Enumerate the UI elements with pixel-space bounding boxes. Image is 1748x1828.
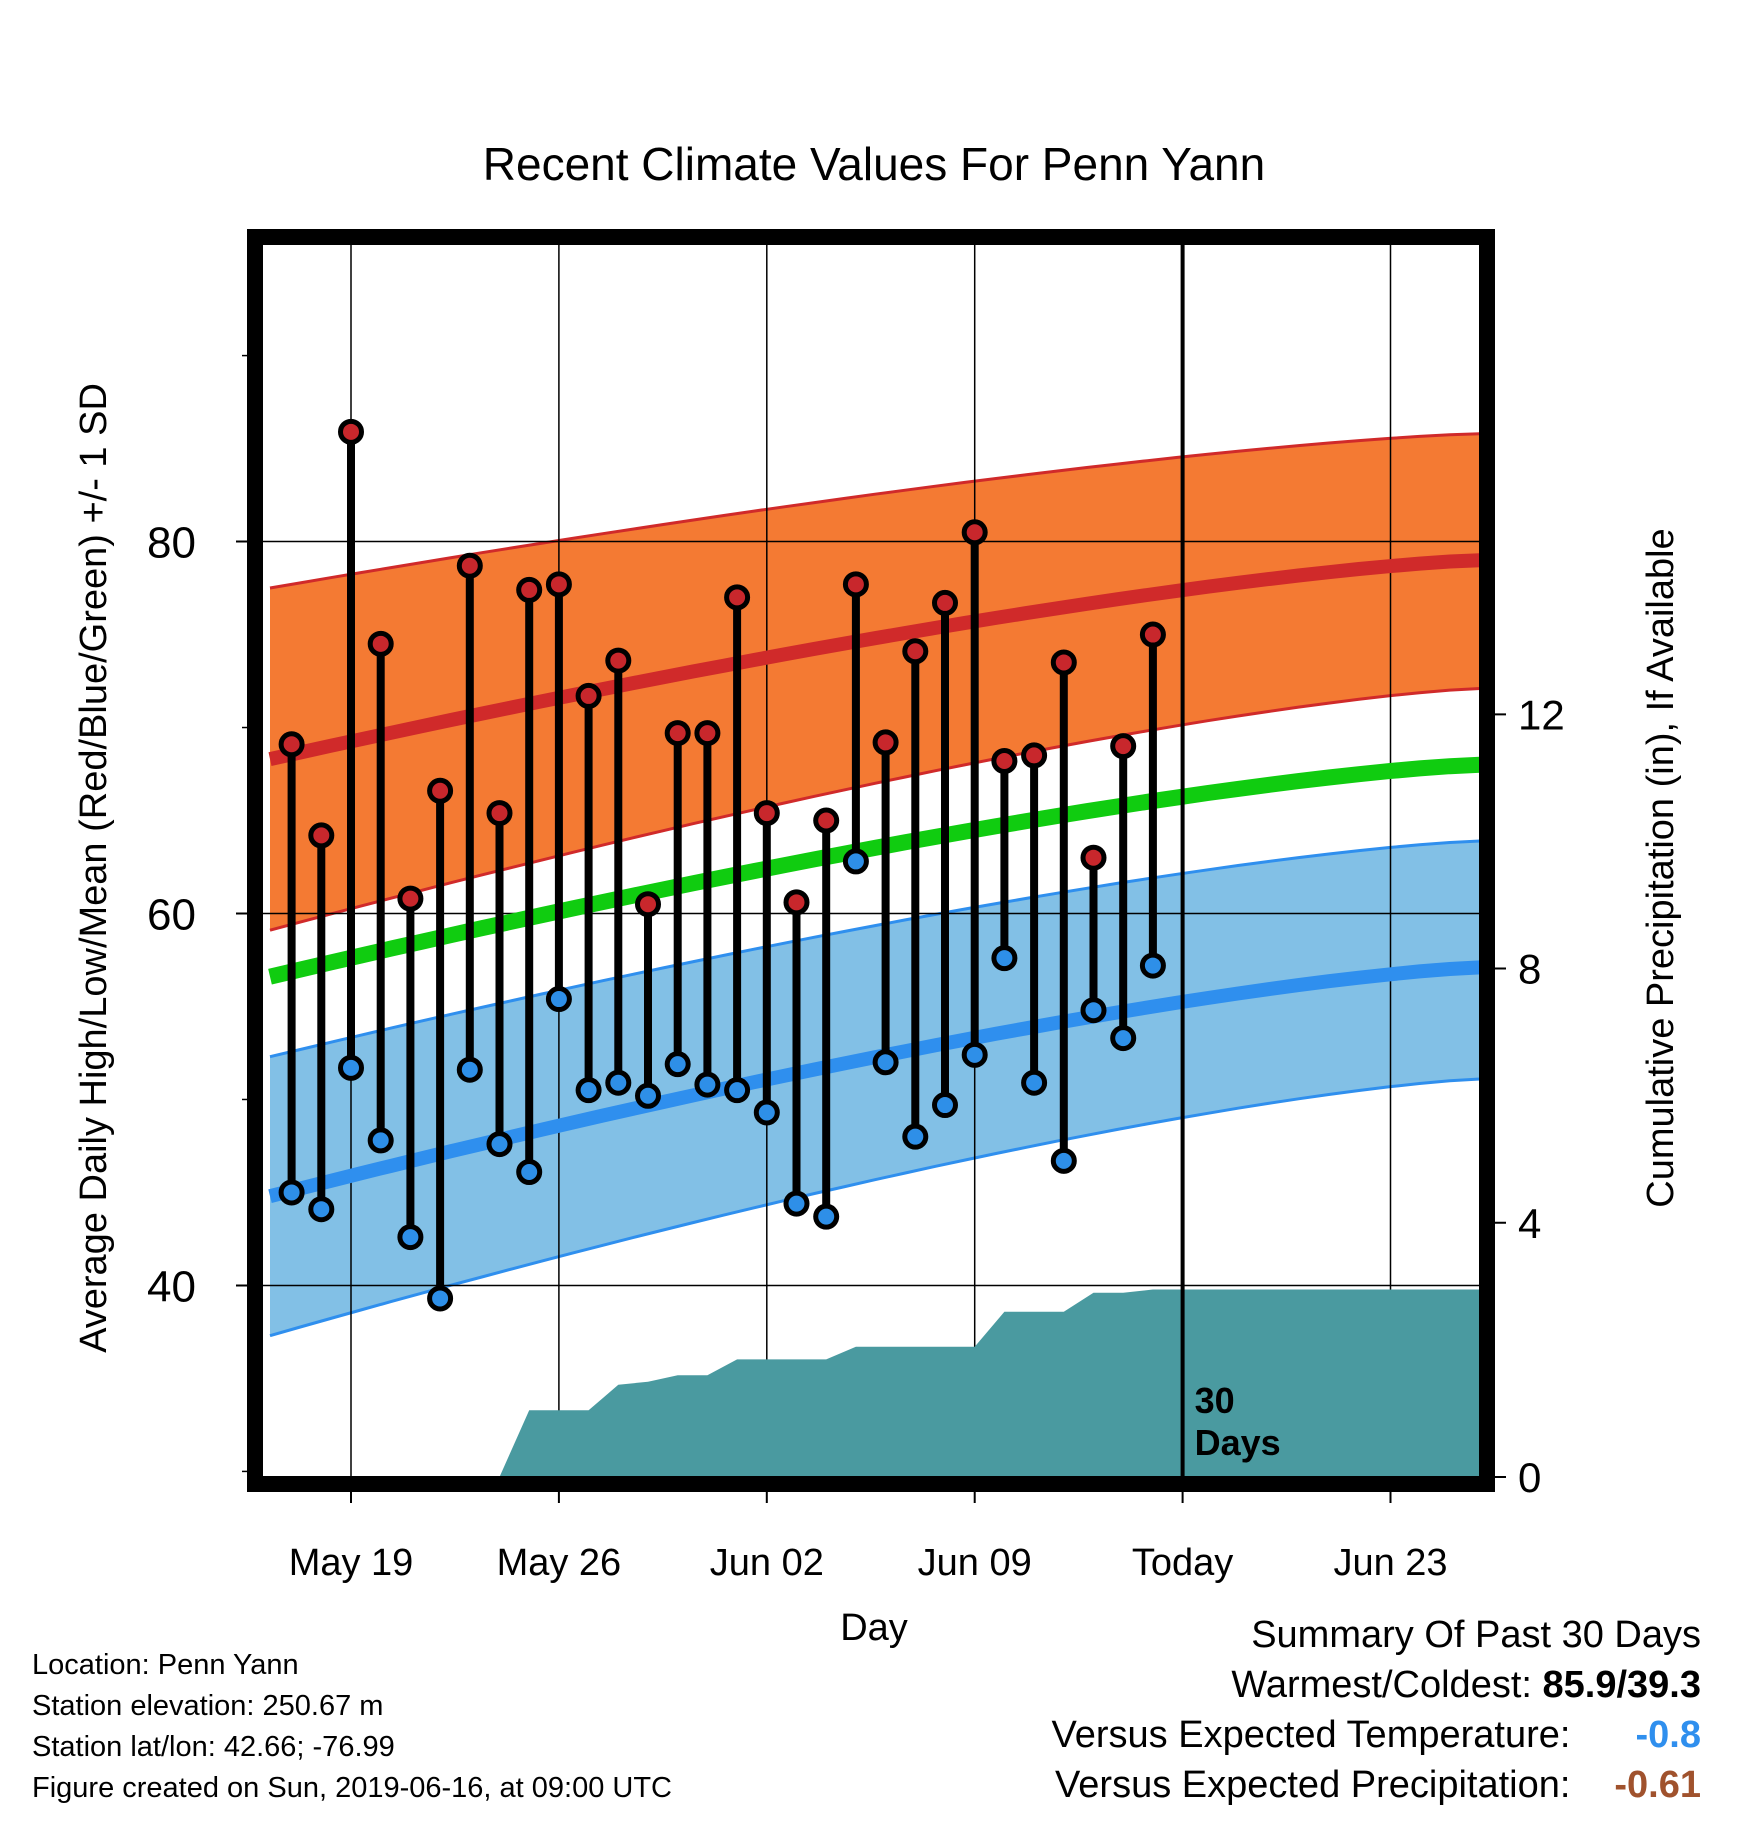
today-label: 30 Days	[1195, 1380, 1281, 1463]
y-axis-label: Average Daily High/Low/Mean (Red/Blue/Gr…	[73, 383, 115, 1353]
summary-heading: Summary Of Past 30 Days	[1251, 1614, 1701, 1656]
y2-axis-label: Cumulative Precipitation (in), If Availa…	[1640, 528, 1682, 1207]
summary-panel: Summary Of Past 30 Days Warmest/Coldest:…	[1052, 1610, 1701, 1810]
x-axis-label: Day	[840, 1607, 908, 1649]
obs-low-point-20	[872, 1049, 899, 1076]
x-tick-label-5: Jun 23	[1333, 1542, 1447, 1584]
x-tick-label-4: Today	[1132, 1542, 1233, 1584]
obs-low-point-17	[783, 1190, 810, 1217]
obs-high-point-12	[635, 891, 661, 918]
obs-low-point-1	[308, 1196, 335, 1223]
obs-high-point-5	[427, 777, 454, 804]
obs-high-point-23	[961, 519, 988, 546]
obs-low-point-3	[367, 1127, 394, 1154]
obs-high-point-20	[872, 729, 899, 756]
obs-low-point-10	[575, 1077, 602, 1104]
y2-tick-label-0: 0	[1518, 1454, 1541, 1501]
chart-title: Recent Climate Values For Penn Yann	[483, 138, 1265, 190]
obs-high-point-2	[338, 418, 364, 445]
y2-tick-label-4: 4	[1518, 1200, 1541, 1247]
obs-low-point-29	[1139, 952, 1166, 979]
obs-low-point-27	[1080, 997, 1107, 1024]
obs-low-point-4	[397, 1224, 424, 1251]
x-tick-label-1: May 26	[497, 1542, 622, 1584]
obs-high-point-21	[902, 638, 929, 665]
obs-low-point-7	[486, 1131, 513, 1158]
obs-high-point-11	[605, 647, 632, 674]
low-sd-band	[270, 841, 1480, 1336]
created-text: Figure created on Sun, 2019-06-16, at 09…	[32, 1772, 672, 1804]
obs-high-point-8	[516, 576, 543, 603]
obs-low-point-0	[278, 1179, 305, 1206]
temp-anomaly-label: Versus Expected Temperature:	[1051, 1714, 1571, 1756]
obs-low-point-12	[635, 1082, 661, 1109]
obs-low-point-19	[842, 848, 869, 875]
obs-low-point-18	[813, 1203, 840, 1230]
obs-low-point-24	[991, 945, 1018, 972]
obs-high-point-28	[1110, 733, 1137, 760]
precip-anomaly-value: -0.61	[1614, 1764, 1701, 1806]
x-tick-label-2: Jun 02	[710, 1542, 824, 1584]
obs-low-point-25	[1021, 1069, 1048, 1096]
y-tick-label-60: 60	[147, 891, 196, 940]
obs-high-point-15	[724, 584, 751, 611]
x-tick-label-0: May 19	[289, 1542, 414, 1584]
obs-high-point-19	[842, 571, 869, 598]
today-label-line: Days	[1195, 1422, 1281, 1463]
obs-high-point-17	[783, 889, 810, 916]
y2-tick-label-12: 12	[1518, 691, 1565, 738]
obs-high-point-10	[575, 682, 602, 709]
obs-high-point-13	[664, 720, 691, 747]
obs-low-point-28	[1110, 1025, 1137, 1052]
obs-high-point-1	[308, 822, 335, 849]
obs-high-point-14	[694, 720, 721, 747]
location-text: Location: Penn Yann	[32, 1649, 299, 1681]
obs-low-point-8	[516, 1159, 543, 1186]
obs-high-point-7	[486, 800, 513, 827]
obs-low-point-21	[902, 1123, 929, 1150]
high-sd-band	[270, 433, 1480, 931]
obs-low-point-23	[961, 1041, 988, 1068]
obs-low-point-9	[545, 986, 572, 1013]
obs-high-point-24	[991, 748, 1018, 775]
y2-tick-label-8: 8	[1518, 946, 1541, 993]
obs-low-point-16	[753, 1099, 780, 1126]
obs-high-point-9	[545, 571, 572, 598]
obs-high-point-4	[397, 885, 424, 912]
today-label-line: 30	[1195, 1380, 1235, 1421]
station-info: Location: Penn Yann Station elevation: 2…	[32, 1645, 672, 1809]
plot-frame	[247, 229, 1495, 1492]
obs-low-point-5	[427, 1285, 454, 1312]
y-tick-label-40: 40	[147, 1262, 196, 1311]
obs-high-point-3	[367, 630, 394, 657]
obs-low-point-13	[664, 1051, 691, 1078]
obs-low-point-22	[932, 1092, 958, 1119]
obs-low-point-11	[605, 1069, 632, 1096]
y-tick-label-80: 80	[147, 519, 196, 568]
obs-high-point-27	[1080, 844, 1107, 871]
obs-low-point-6	[456, 1056, 483, 1083]
obs-high-point-22	[932, 589, 958, 616]
elevation-text: Station elevation: 250.67 m	[32, 1690, 384, 1722]
warmest-coldest-value: 85.9/39.3	[1542, 1664, 1701, 1706]
warmest-coldest-label: Warmest/Coldest:	[1231, 1664, 1532, 1706]
obs-low-point-2	[338, 1054, 364, 1081]
obs-high-point-26	[1050, 649, 1077, 676]
obs-high-point-18	[813, 807, 840, 834]
obs-high-point-25	[1021, 742, 1048, 769]
obs-high-point-16	[753, 800, 780, 827]
obs-low-point-14	[694, 1071, 721, 1098]
obs-high-point-29	[1139, 621, 1166, 648]
latlon-text: Station lat/lon: 42.66; -76.99	[32, 1731, 395, 1763]
obs-high-point-0	[278, 731, 305, 758]
obs-low-point-26	[1050, 1147, 1077, 1174]
precip-area	[499, 1289, 1480, 1477]
x-tick-label-3: Jun 09	[918, 1542, 1032, 1584]
low-sd-lower-line	[269, 1077, 1481, 1338]
obs-high-point-6	[456, 552, 483, 579]
temp-anomaly-value: -0.8	[1635, 1714, 1701, 1756]
obs-low-point-15	[724, 1077, 751, 1104]
precip-anomaly-label: Versus Expected Precipitation:	[1055, 1764, 1571, 1806]
